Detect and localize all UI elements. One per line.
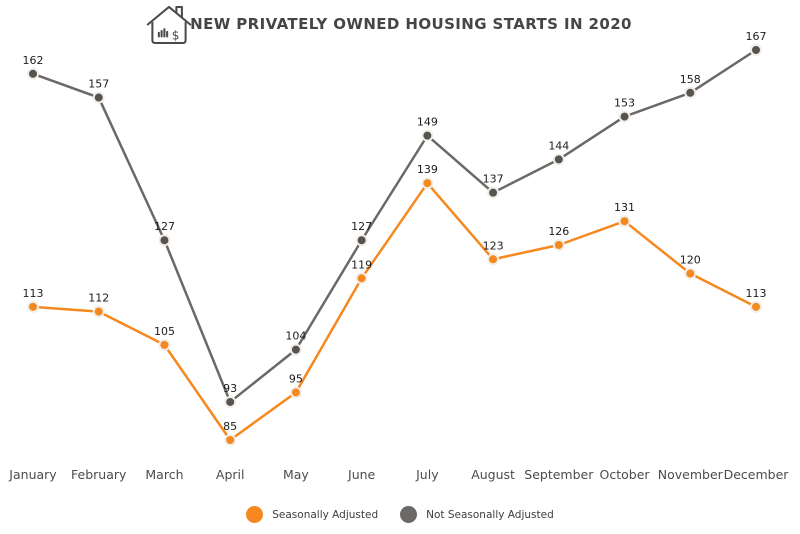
data-point-seasonally-adjusted-april[interactable]: [224, 434, 237, 446]
data-point-not-seasonally-adjusted-august[interactable]: [487, 186, 500, 199]
data-point-seasonally-adjusted-march[interactable]: [158, 338, 171, 351]
data-point-seasonally-adjusted-january[interactable]: [27, 300, 39, 313]
data-label-seasonally-adjusted-june: 119: [351, 258, 372, 271]
data-label-not-seasonally-adjusted-january: 162: [23, 54, 44, 67]
x-axis-label-july: July: [415, 467, 439, 482]
legend-item-seasonally-adjusted[interactable]: Seasonally Adjusted: [246, 506, 378, 523]
data-point-seasonally-adjusted-september[interactable]: [552, 239, 565, 251]
x-axis-label-november: November: [658, 467, 724, 482]
svg-text:$: $: [172, 28, 180, 42]
chart-legend: Seasonally Adjusted Not Seasonally Adjus…: [0, 506, 800, 523]
legend-item-not-seasonally-adjusted[interactable]: Not Seasonally Adjusted: [400, 506, 554, 523]
data-label-not-seasonally-adjusted-march: 127: [154, 220, 175, 233]
data-label-not-seasonally-adjusted-september: 144: [548, 139, 569, 152]
x-axis-label-may: May: [283, 467, 309, 482]
data-label-not-seasonally-adjusted-april: 93: [223, 382, 237, 395]
data-label-not-seasonally-adjusted-may: 104: [285, 330, 306, 343]
data-label-not-seasonally-adjusted-june: 127: [351, 220, 372, 233]
data-point-seasonally-adjusted-february[interactable]: [92, 305, 105, 318]
x-axis-label-october: October: [600, 467, 651, 482]
data-label-not-seasonally-adjusted-november: 158: [680, 73, 701, 86]
chart-title: NEW PRIVATELY OWNED HOUSING STARTS IN 20…: [190, 15, 632, 33]
x-axis-label-december: December: [724, 467, 790, 482]
data-point-not-seasonally-adjusted-march[interactable]: [158, 234, 171, 247]
data-point-not-seasonally-adjusted-april[interactable]: [224, 395, 237, 408]
x-axis-label-january: January: [8, 467, 57, 482]
data-label-not-seasonally-adjusted-august: 137: [483, 173, 504, 186]
house-bar-chart-dollar-icon: $: [145, 3, 193, 46]
data-label-not-seasonally-adjusted-october: 153: [614, 97, 635, 110]
data-point-seasonally-adjusted-november[interactable]: [684, 267, 697, 280]
data-point-not-seasonally-adjusted-september[interactable]: [552, 153, 565, 166]
data-label-seasonally-adjusted-december: 113: [746, 287, 767, 300]
legend-label-not-seasonally-adjusted: Not Seasonally Adjusted: [426, 508, 554, 521]
data-point-seasonally-adjusted-july[interactable]: [421, 177, 434, 190]
legend-dot-seasonally-adjusted: [246, 506, 264, 523]
data-label-seasonally-adjusted-may: 95: [289, 372, 303, 385]
data-label-seasonally-adjusted-september: 126: [548, 225, 569, 238]
data-point-seasonally-adjusted-december[interactable]: [750, 300, 762, 313]
x-axis-label-august: August: [471, 467, 515, 482]
data-point-not-seasonally-adjusted-october[interactable]: [618, 110, 631, 123]
data-label-seasonally-adjusted-april: 85: [223, 420, 237, 433]
data-point-not-seasonally-adjusted-june[interactable]: [355, 234, 368, 247]
legend-dot-not-seasonally-adjusted: [400, 506, 418, 523]
data-label-not-seasonally-adjusted-february: 157: [88, 78, 109, 91]
x-axis-label-february: February: [71, 467, 127, 482]
x-axis-label-june: June: [347, 467, 376, 482]
series-line-seasonally-adjusted: [31, 181, 758, 442]
data-point-not-seasonally-adjusted-december[interactable]: [750, 44, 762, 56]
data-point-seasonally-adjusted-october[interactable]: [618, 215, 631, 228]
data-point-seasonally-adjusted-june[interactable]: [355, 272, 368, 285]
data-label-seasonally-adjusted-august: 123: [483, 239, 504, 252]
series-line-not-seasonally-adjusted: [31, 48, 758, 404]
x-axis-label-march: March: [145, 467, 183, 482]
data-label-seasonally-adjusted-october: 131: [614, 201, 635, 214]
data-point-seasonally-adjusted-may[interactable]: [289, 386, 302, 399]
data-label-seasonally-adjusted-july: 139: [417, 163, 438, 176]
data-point-not-seasonally-adjusted-july[interactable]: [421, 129, 434, 142]
data-label-not-seasonally-adjusted-december: 167: [746, 30, 767, 43]
data-label-seasonally-adjusted-february: 112: [88, 292, 109, 305]
legend-label-seasonally-adjusted: Seasonally Adjusted: [272, 508, 379, 521]
data-label-seasonally-adjusted-march: 105: [154, 325, 175, 338]
data-point-not-seasonally-adjusted-may[interactable]: [289, 343, 302, 356]
data-label-not-seasonally-adjusted-july: 149: [417, 116, 438, 129]
data-point-not-seasonally-adjusted-february[interactable]: [92, 91, 105, 104]
x-axis-label-april: April: [216, 467, 245, 482]
data-label-seasonally-adjusted-november: 120: [680, 254, 701, 267]
data-point-seasonally-adjusted-august[interactable]: [487, 253, 500, 266]
x-axis-label-september: September: [524, 467, 594, 482]
data-label-seasonally-adjusted-january: 113: [23, 287, 44, 300]
data-point-not-seasonally-adjusted-november[interactable]: [684, 86, 697, 99]
data-point-not-seasonally-adjusted-january[interactable]: [27, 67, 39, 80]
